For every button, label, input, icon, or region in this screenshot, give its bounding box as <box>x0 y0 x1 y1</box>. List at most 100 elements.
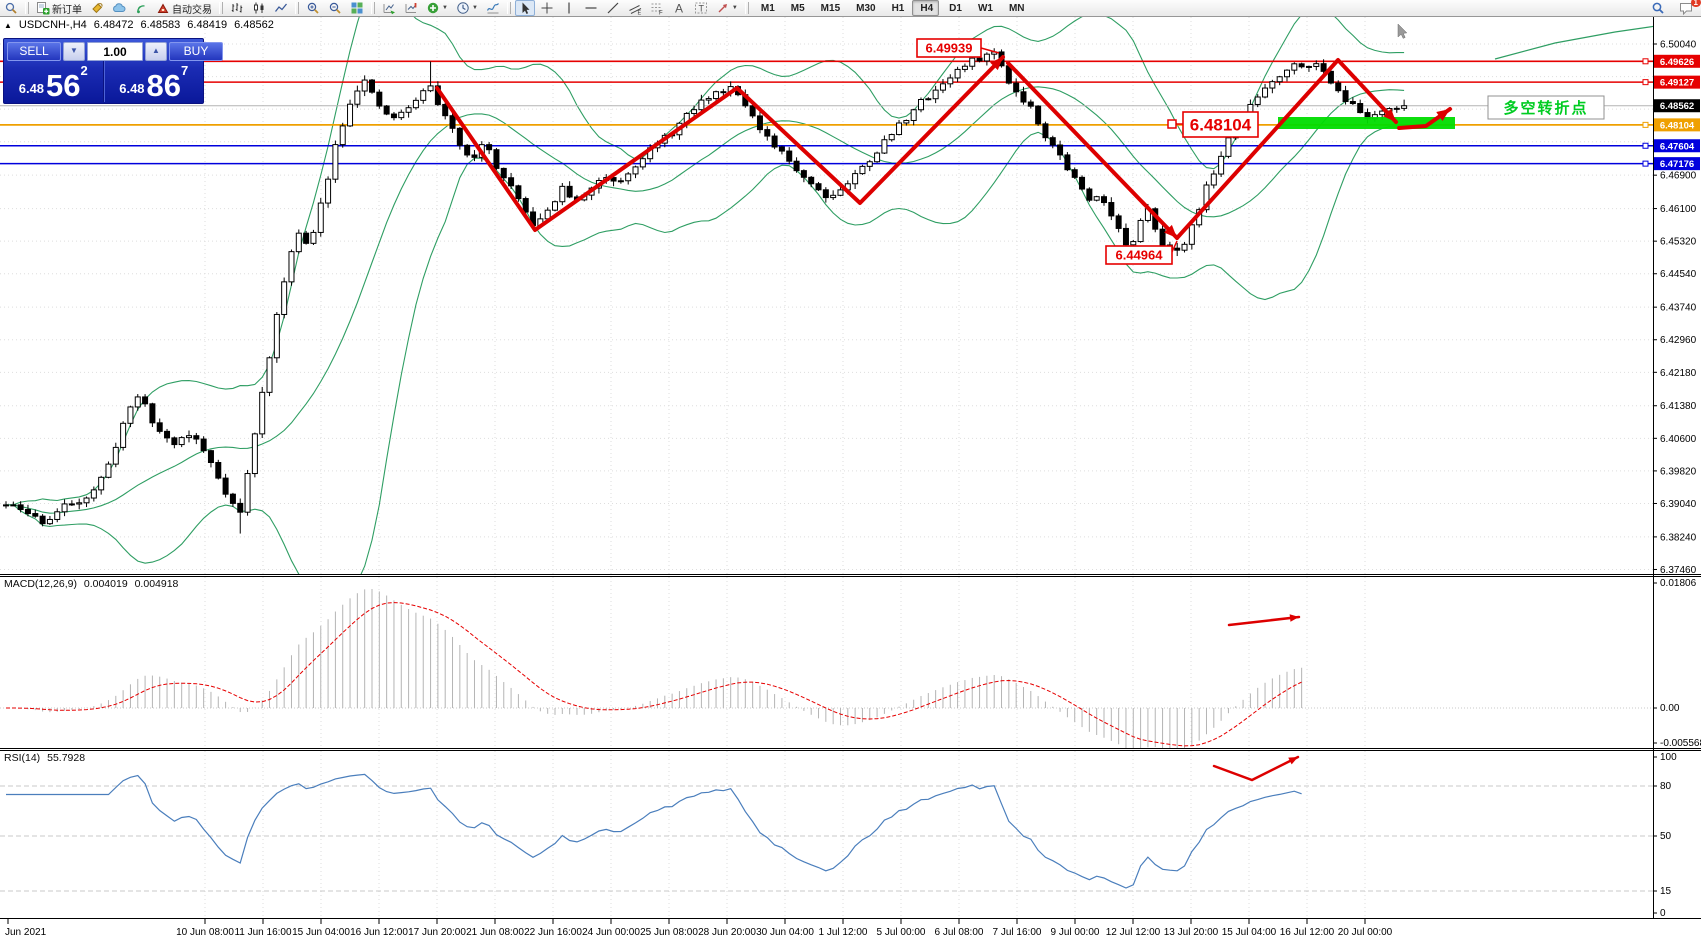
date-label: 13 Jul 20:00 <box>1164 927 1219 938</box>
date-label: Jun 2021 <box>5 927 47 938</box>
toolbar-auto-trading-button[interactable]: 自动交易 <box>153 0 215 16</box>
mouse-cursor <box>1397 23 1408 39</box>
toolbar-label: M5 <box>790 2 805 14</box>
date-axis[interactable]: Jun 2021 10 Jun 08:00 11 Jun 16:00 15 Jun 0… <box>5 919 1393 938</box>
rsi-value: 55.7928 <box>47 752 86 764</box>
zigzag-annotation[interactable] <box>435 55 1452 240</box>
svg-text:0: 0 <box>1660 908 1666 919</box>
toolbar-tf-m1-button[interactable]: M1 <box>753 0 781 16</box>
date-label: 9 Jul 00:00 <box>1051 927 1100 938</box>
svg-text:6.40600: 6.40600 <box>1660 434 1697 445</box>
toolbar-tf-d1-button[interactable]: D1 <box>941 0 968 16</box>
sell-button[interactable]: SELL <box>7 42 61 61</box>
toolbar-label: M30 <box>856 2 876 14</box>
toolbar-tf-m15-button[interactable]: M15 <box>813 0 846 16</box>
collapse-triangle-icon[interactable]: ▲ <box>4 20 12 30</box>
date-label: 12 Jul 12:00 <box>1106 927 1161 938</box>
toolbar-vertical-line-tool-button[interactable] <box>559 0 579 16</box>
toolbar-chart-shift-button[interactable] <box>401 0 421 16</box>
buy-price-sup: 7 <box>181 63 189 78</box>
price-tag-6.47604 <box>1654 139 1700 153</box>
vline-icon <box>568 2 570 14</box>
toolbar-tf-h1-button[interactable]: H1 <box>884 0 911 16</box>
toolbar-notifications-button[interactable]: 1 <box>1676 0 1701 16</box>
toolbar-periods-button[interactable]: ▼ <box>453 0 481 16</box>
svg-text:0.01806: 0.01806 <box>1660 578 1697 589</box>
toolbar-cloud-button[interactable] <box>109 0 129 16</box>
date-label: 10 Jun 08:00 <box>176 927 234 938</box>
svg-text:6.48104: 6.48104 <box>1190 116 1252 135</box>
toolbar-group-chart-type <box>226 0 292 16</box>
templates-icon <box>486 3 499 14</box>
toolbar-separator <box>371 2 375 14</box>
toolbar-templates-button[interactable] <box>483 0 503 16</box>
svg-text:15: 15 <box>1660 886 1672 897</box>
sell-price[interactable]: 6.48 56 2 <box>4 61 104 102</box>
toolbar-zoom-out-button[interactable] <box>325 0 345 16</box>
macd-value-main: 0.004019 <box>83 578 128 590</box>
toolbar-auto-scroll-button[interactable] <box>379 0 399 16</box>
toolbar-line-chart-mode-button[interactable] <box>271 0 291 16</box>
macd-arrow[interactable] <box>1227 615 1301 627</box>
toolbar-cursor-tool-button[interactable] <box>514 0 535 16</box>
toolbar-tile-windows-button[interactable] <box>347 0 367 16</box>
date-label: 15 Jul 04:00 <box>1222 927 1277 938</box>
toolbar-bar-chart-mode-button[interactable] <box>227 0 247 16</box>
cursor-icon <box>522 2 530 14</box>
toolbar-tf-m30-button[interactable]: M30 <box>848 0 881 16</box>
line-handle[interactable] <box>1642 121 1649 128</box>
toolbar-new-order-button[interactable]: 新订单 <box>33 0 85 16</box>
line-handle[interactable] <box>1642 58 1649 65</box>
svg-text:6.42180: 6.42180 <box>1660 368 1697 379</box>
date-label: 25 Jun 08:00 <box>640 927 698 938</box>
volume-increase-button[interactable]: ▲ <box>145 42 167 61</box>
toolbar-search-button[interactable] <box>1648 0 1668 16</box>
toolbar-channel-tool-button[interactable]: E <box>625 0 645 16</box>
arrowhead <box>1436 109 1450 121</box>
toolbar-signals-button[interactable] <box>131 0 151 16</box>
periods-icon <box>457 2 469 14</box>
date-label: 16 Jul 12:00 <box>1280 927 1335 938</box>
toolbar-trendline-tool-button[interactable] <box>603 0 623 16</box>
rsi-arrow[interactable] <box>1212 755 1300 782</box>
price-axis[interactable]: 6.50040 6.46900 6.46100 6.45320 6.44540 6.437… <box>1653 40 1701 920</box>
line-handle[interactable] <box>1642 79 1649 86</box>
toolbar-tf-m5-button[interactable]: M5 <box>783 0 811 16</box>
volume-input[interactable] <box>87 42 143 61</box>
date-label: 7 Jul 16:00 <box>993 927 1042 938</box>
svg-text:F: F <box>659 11 663 16</box>
toolbar-indicators-list-button[interactable]: ▼ <box>423 0 451 16</box>
price-annotation-6.49939[interactable]: 6.49939 <box>916 38 1000 58</box>
toolbar-zoom-in-button[interactable] <box>303 0 323 16</box>
line-handle[interactable] <box>1642 142 1649 149</box>
pivot-note[interactable]: 多空转折点 <box>1487 95 1605 120</box>
buy-button[interactable]: BUY <box>169 42 223 61</box>
toolbar-label-tool-button[interactable]: T <box>691 0 711 16</box>
sell-price-big: 56 <box>46 68 81 103</box>
buy-price-big: 86 <box>146 68 182 103</box>
toolbar-arrows-tool-button[interactable]: ▼ <box>713 0 741 16</box>
toolbar-text-tool-button[interactable]: A <box>669 0 689 16</box>
arrows-icon <box>718 4 727 13</box>
toolbar-candle-chart-mode-button[interactable] <box>249 0 269 16</box>
toolbar-symbol-search-button[interactable] <box>1 0 21 16</box>
price-annotation-6.44964[interactable]: 6.44964 <box>1105 240 1178 265</box>
line-handle[interactable] <box>1642 160 1649 167</box>
toolbar-style-painter-button[interactable] <box>87 0 107 16</box>
tiles-icon <box>351 2 363 14</box>
macd-value-signal: 0.004918 <box>134 578 179 590</box>
rsi-name: RSI(14) <box>4 752 41 764</box>
toolbar-group-draw: E F A T ▼ <box>514 0 742 16</box>
volume-decrease-button[interactable]: ▼ <box>63 42 85 61</box>
price-annotation-6.48104[interactable]: 6.48104 <box>1167 111 1259 138</box>
toolbar-tf-mn-button[interactable]: MN <box>1001 0 1031 16</box>
buy-price[interactable]: 6.48 86 7 <box>103 61 204 103</box>
toolbar-tf-h4-button[interactable]: H4 <box>912 0 940 16</box>
svg-text:6.47604: 6.47604 <box>1660 141 1695 152</box>
toolbar-fibonacci-tool-button[interactable]: F <box>647 0 667 16</box>
toolbar-crosshair-tool-button[interactable] <box>537 0 557 16</box>
toolbar-tf-w1-button[interactable]: W1 <box>970 0 999 16</box>
toolbar-horizontal-line-tool-button[interactable] <box>581 0 601 16</box>
candles-icon <box>254 2 264 14</box>
